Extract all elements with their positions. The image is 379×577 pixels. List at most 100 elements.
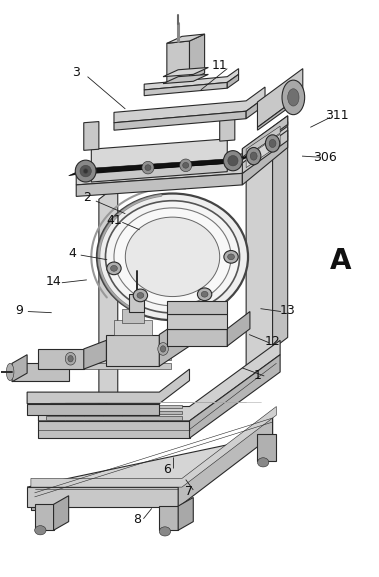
Ellipse shape <box>201 291 208 297</box>
Polygon shape <box>227 312 250 346</box>
Ellipse shape <box>133 289 147 302</box>
Ellipse shape <box>111 265 117 271</box>
Polygon shape <box>163 74 208 84</box>
Polygon shape <box>91 139 227 173</box>
Text: 4: 4 <box>69 248 77 260</box>
Polygon shape <box>84 340 106 369</box>
Polygon shape <box>190 34 205 80</box>
Ellipse shape <box>83 169 88 173</box>
Polygon shape <box>178 497 193 530</box>
Ellipse shape <box>282 80 305 115</box>
Polygon shape <box>99 133 273 185</box>
Polygon shape <box>99 185 118 409</box>
Polygon shape <box>84 122 99 151</box>
Polygon shape <box>38 349 84 369</box>
Polygon shape <box>246 126 280 156</box>
Ellipse shape <box>145 165 151 170</box>
Ellipse shape <box>97 193 248 320</box>
Text: 12: 12 <box>265 335 280 348</box>
Ellipse shape <box>65 353 76 365</box>
Polygon shape <box>46 410 182 414</box>
Ellipse shape <box>250 152 257 160</box>
Polygon shape <box>12 364 69 381</box>
Polygon shape <box>106 335 159 366</box>
Ellipse shape <box>75 160 96 182</box>
Polygon shape <box>31 407 276 487</box>
Polygon shape <box>38 357 171 361</box>
Polygon shape <box>76 122 288 185</box>
Polygon shape <box>190 355 280 438</box>
Polygon shape <box>35 504 53 530</box>
Polygon shape <box>144 83 227 96</box>
Ellipse shape <box>224 250 238 263</box>
Ellipse shape <box>80 166 91 177</box>
Polygon shape <box>167 34 205 43</box>
Polygon shape <box>114 111 246 130</box>
Polygon shape <box>242 116 288 159</box>
Ellipse shape <box>68 355 73 362</box>
Polygon shape <box>144 69 239 90</box>
Ellipse shape <box>269 140 276 148</box>
Ellipse shape <box>183 163 189 168</box>
Polygon shape <box>27 487 178 507</box>
Ellipse shape <box>228 156 238 166</box>
Polygon shape <box>27 404 159 415</box>
Text: 13: 13 <box>280 304 296 317</box>
Polygon shape <box>27 415 273 487</box>
Ellipse shape <box>105 201 240 313</box>
Ellipse shape <box>160 346 166 352</box>
Polygon shape <box>220 113 235 141</box>
Polygon shape <box>273 128 288 349</box>
Ellipse shape <box>142 162 154 174</box>
Polygon shape <box>242 116 288 158</box>
Text: 8: 8 <box>133 514 141 526</box>
Text: A: A <box>330 247 351 275</box>
Polygon shape <box>167 314 227 329</box>
Polygon shape <box>246 134 280 168</box>
Text: 14: 14 <box>46 275 61 288</box>
Ellipse shape <box>107 262 121 275</box>
Polygon shape <box>167 329 227 346</box>
Ellipse shape <box>265 135 280 152</box>
Ellipse shape <box>197 288 212 301</box>
Text: 6: 6 <box>163 463 171 476</box>
Text: 7: 7 <box>185 485 194 497</box>
Polygon shape <box>242 130 288 173</box>
Polygon shape <box>257 69 303 128</box>
Ellipse shape <box>246 148 261 165</box>
Polygon shape <box>257 433 276 461</box>
Polygon shape <box>53 496 69 530</box>
Polygon shape <box>114 87 265 123</box>
Polygon shape <box>38 421 190 438</box>
Ellipse shape <box>257 458 269 467</box>
Polygon shape <box>163 68 208 77</box>
Polygon shape <box>159 506 178 530</box>
Polygon shape <box>31 485 50 510</box>
Ellipse shape <box>125 217 220 297</box>
Polygon shape <box>12 355 27 382</box>
Polygon shape <box>38 364 171 369</box>
Text: 11: 11 <box>212 59 227 72</box>
Polygon shape <box>46 405 182 408</box>
Text: 2: 2 <box>84 191 91 204</box>
Ellipse shape <box>159 527 171 536</box>
Polygon shape <box>159 314 190 366</box>
Text: 3: 3 <box>72 66 80 79</box>
Polygon shape <box>122 309 144 323</box>
Text: 41: 41 <box>106 214 122 227</box>
Polygon shape <box>246 98 265 119</box>
Polygon shape <box>257 94 303 130</box>
Polygon shape <box>167 301 227 314</box>
Polygon shape <box>46 416 182 419</box>
Polygon shape <box>76 173 242 196</box>
Polygon shape <box>242 136 288 185</box>
Polygon shape <box>167 41 190 83</box>
Ellipse shape <box>114 208 231 306</box>
Text: 9: 9 <box>16 304 23 317</box>
Polygon shape <box>246 139 273 369</box>
Ellipse shape <box>228 254 235 260</box>
Polygon shape <box>91 163 227 182</box>
Text: 311: 311 <box>325 109 349 122</box>
Polygon shape <box>69 156 250 175</box>
Ellipse shape <box>6 364 14 381</box>
